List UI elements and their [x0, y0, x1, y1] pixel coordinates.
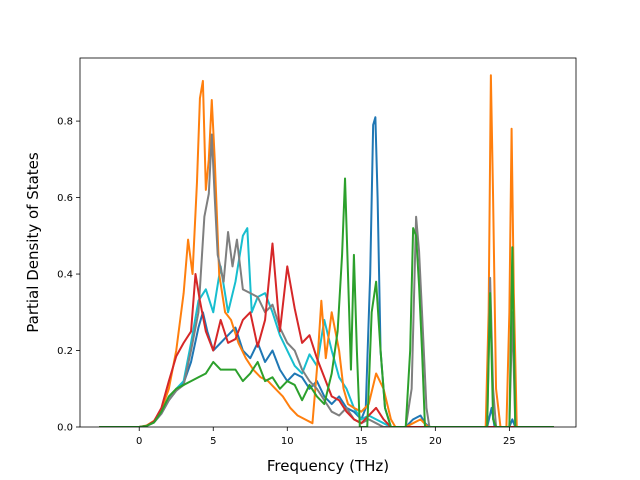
- x-axis-label: Frequency (THz): [267, 457, 389, 475]
- y-tick-label: 0.2: [57, 346, 73, 357]
- x-axis-ticks: 0 5 10 15 20 25: [136, 427, 516, 447]
- y-tick-label: 0.6: [57, 193, 73, 204]
- series-layer: [99, 74, 554, 427]
- x-tick-label: 5: [210, 436, 216, 447]
- series-line-5: [99, 242, 554, 427]
- plot-frame: [79, 57, 577, 428]
- y-tick-label: 0.4: [57, 270, 73, 281]
- y-tick-label: 0.8: [57, 117, 73, 128]
- x-tick-label: 20: [429, 436, 442, 447]
- x-tick-label: 0: [136, 436, 142, 447]
- series-line-6: [99, 177, 554, 427]
- series-line-4: [99, 133, 554, 427]
- y-tick-label: 0.0: [57, 423, 73, 434]
- y-axis-label: Partial Density of States: [24, 152, 42, 333]
- x-tick-label: 10: [281, 436, 294, 447]
- x-tick-label: 25: [503, 436, 516, 447]
- y-axis-ticks: 0.0 0.2 0.4 0.6 0.8: [57, 117, 80, 434]
- x-tick-label: 15: [355, 436, 368, 447]
